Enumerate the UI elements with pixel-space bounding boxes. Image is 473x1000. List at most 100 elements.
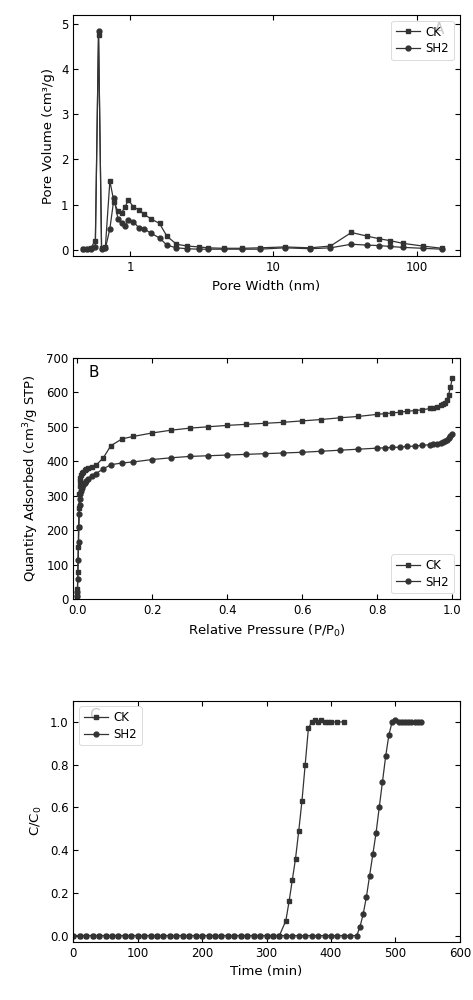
CK (221, 242, 227, 254)
SH2 (196, 243, 201, 255)
SH2 (184, 243, 190, 255)
CK (245, 930, 250, 942)
Line: CK: CK (71, 717, 346, 938)
CK (257, 930, 263, 942)
SH2 (420, 242, 425, 254)
CK (212, 930, 218, 942)
CK (289, 874, 295, 886)
CK (277, 930, 282, 942)
CK (83, 930, 89, 942)
SH2 (412, 716, 418, 728)
CK (251, 930, 256, 942)
CK (199, 930, 205, 942)
SH2 (99, 243, 105, 255)
SH2 (356, 443, 361, 455)
CK (420, 240, 425, 252)
CK (96, 930, 102, 942)
CK (356, 410, 361, 422)
CK (312, 714, 318, 726)
CK (307, 242, 313, 254)
CK (239, 242, 245, 254)
CK (315, 716, 321, 728)
X-axis label: Relative Pressure (P/P$_0$): Relative Pressure (P/P$_0$) (188, 623, 345, 639)
CK (84, 243, 90, 255)
CK (136, 204, 142, 216)
SH2 (400, 241, 406, 253)
SH2 (439, 243, 445, 255)
CK (115, 930, 121, 942)
SH2 (364, 239, 370, 251)
SH2 (125, 214, 131, 226)
CK (115, 205, 121, 217)
CK (447, 381, 453, 393)
SH2 (328, 242, 333, 254)
CK (93, 235, 98, 247)
SH2 (418, 716, 424, 728)
CK (88, 242, 94, 254)
SH2 (157, 232, 162, 244)
CK (328, 716, 334, 728)
SH2 (389, 441, 395, 453)
SH2 (79, 482, 84, 494)
Text: C: C (89, 708, 99, 723)
CK (96, 29, 101, 41)
SH2 (111, 192, 117, 204)
CK (318, 714, 324, 726)
SH2 (164, 239, 170, 251)
SH2 (205, 243, 211, 255)
Text: B: B (89, 365, 99, 380)
Line: CK: CK (75, 376, 455, 598)
CK (135, 930, 140, 942)
CK (111, 196, 117, 208)
CK (89, 461, 95, 473)
SH2 (70, 930, 76, 942)
CK (86, 462, 91, 474)
CK (364, 230, 370, 242)
Text: A: A (434, 22, 444, 37)
CK (180, 930, 185, 942)
CK (167, 930, 173, 942)
CK (286, 895, 292, 907)
SH2 (119, 217, 124, 229)
X-axis label: Pore Width (nm): Pore Width (nm) (212, 280, 321, 293)
SH2 (86, 473, 91, 485)
CK (238, 930, 244, 942)
Y-axis label: Quantity Adsorbed (cm$^3$/g STP): Quantity Adsorbed (cm$^3$/g STP) (21, 375, 41, 582)
CK (103, 241, 108, 253)
CK (196, 241, 201, 253)
SH2 (389, 716, 395, 728)
SH2 (349, 238, 354, 250)
CK (184, 240, 190, 252)
Legend: CK, SH2: CK, SH2 (391, 554, 454, 593)
SH2 (447, 430, 453, 442)
SH2 (122, 220, 128, 232)
Y-axis label: Pore Volume (cm³/g): Pore Volume (cm³/g) (43, 68, 55, 204)
CK (129, 930, 134, 942)
SH2 (282, 242, 288, 254)
SH2 (80, 243, 86, 255)
SH2 (221, 243, 227, 255)
SH2 (89, 470, 95, 482)
CK (79, 467, 84, 479)
SH2 (307, 243, 313, 255)
CK (186, 930, 192, 942)
SH2 (149, 227, 154, 239)
CK (341, 716, 347, 728)
CK (125, 194, 131, 206)
CK (270, 930, 276, 942)
CK (225, 930, 231, 942)
SH2 (131, 216, 136, 228)
CK (302, 759, 308, 771)
CK (122, 930, 128, 942)
SH2 (245, 930, 250, 942)
CK (193, 930, 199, 942)
CK (141, 208, 147, 220)
SH2 (115, 213, 121, 225)
CK (90, 930, 96, 942)
CK (309, 716, 315, 728)
CK (325, 716, 331, 728)
CK (257, 242, 263, 254)
CK (70, 930, 76, 942)
Line: SH2: SH2 (71, 717, 423, 938)
Y-axis label: C/C$_0$: C/C$_0$ (29, 806, 44, 836)
